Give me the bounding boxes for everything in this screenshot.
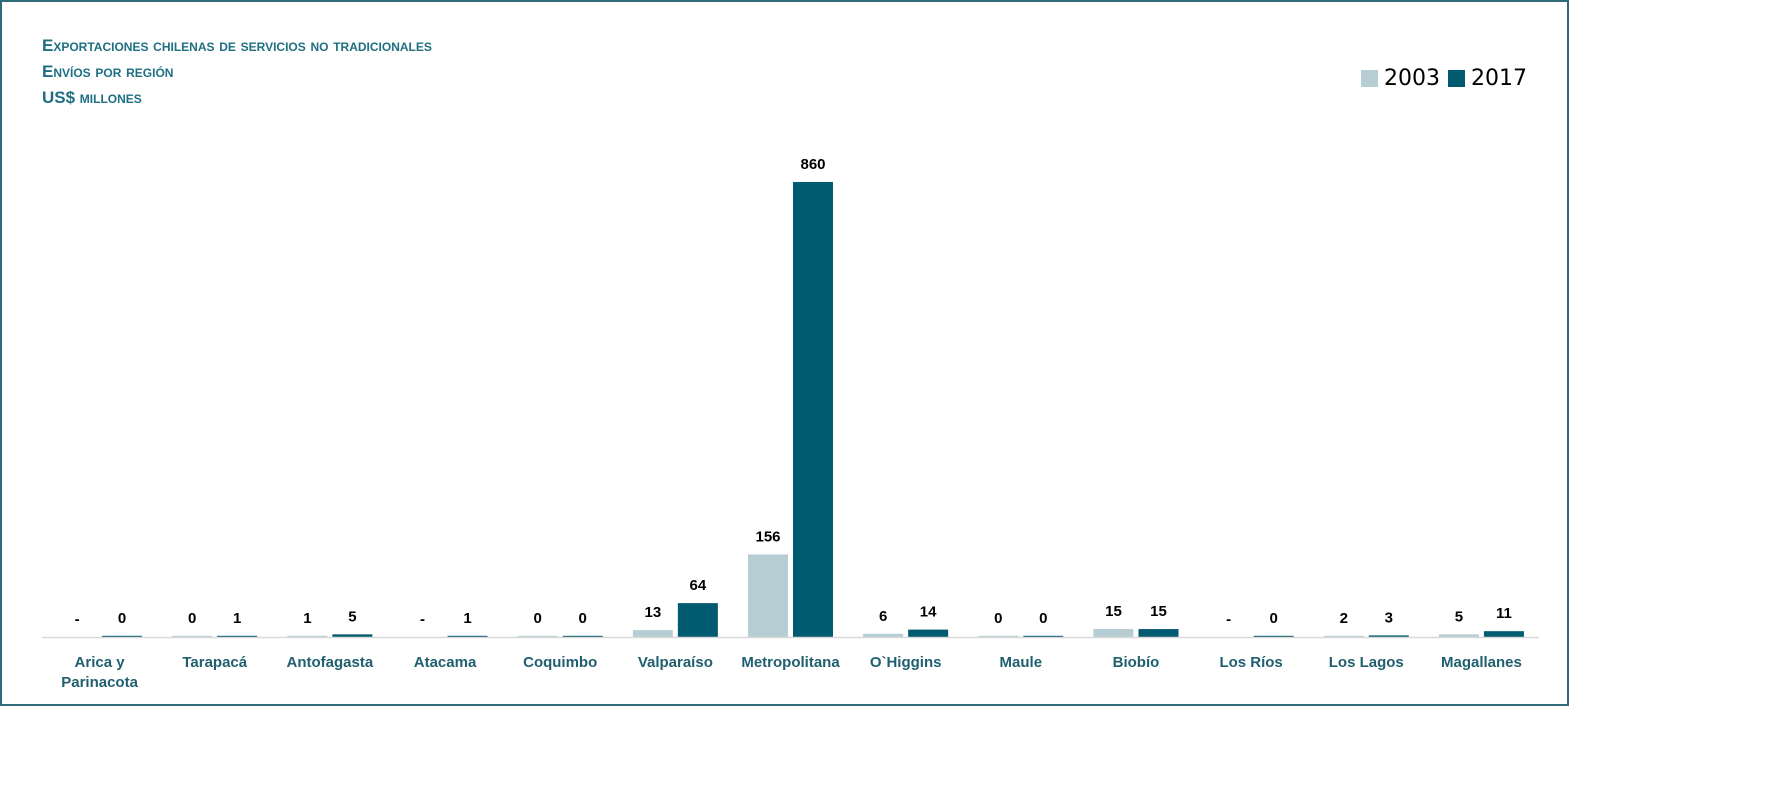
category-label-6: Metropolitana bbox=[741, 654, 840, 671]
bar-2017-3 bbox=[447, 635, 488, 637]
category-label-8: Maule bbox=[1000, 654, 1043, 671]
chart-frame: Exportaciones chilenas de servicios no t… bbox=[0, 0, 1569, 706]
bar-2003-5 bbox=[632, 630, 673, 637]
bar-2017-11 bbox=[1368, 635, 1409, 637]
category-label-7: O`Higgins bbox=[870, 654, 942, 671]
bar-2003-4 bbox=[517, 635, 558, 637]
category-label-9: Biobío bbox=[1113, 654, 1160, 671]
category-label-0: Parinacota bbox=[61, 674, 138, 691]
bar-2003-11 bbox=[1323, 635, 1364, 637]
value-label-2003-0: - bbox=[75, 611, 80, 628]
category-label-5: Valparaíso bbox=[638, 654, 713, 671]
value-label-2003-4: 0 bbox=[534, 610, 542, 627]
bar-2017-10 bbox=[1253, 635, 1294, 637]
value-label-2003-9: 15 bbox=[1105, 603, 1122, 620]
bar-2017-4 bbox=[562, 635, 603, 637]
value-label-2003-1: 0 bbox=[188, 610, 196, 627]
chart-subtitle: Envíos por región bbox=[42, 62, 174, 81]
bar-2017-8 bbox=[1023, 635, 1064, 637]
value-label-2003-6: 156 bbox=[755, 528, 780, 545]
bar-2017-7 bbox=[908, 629, 949, 637]
value-label-2003-5: 13 bbox=[645, 604, 662, 621]
value-label-2003-2: 1 bbox=[303, 610, 311, 627]
legend: 2003 2017 bbox=[1353, 66, 1527, 91]
value-label-2003-7: 6 bbox=[879, 608, 887, 625]
category-label-4: Coquimbo bbox=[523, 654, 597, 671]
legend-label-2017: 2017 bbox=[1471, 66, 1527, 91]
value-label-2017-10: 0 bbox=[1269, 610, 1277, 627]
bar-2003-8 bbox=[978, 635, 1019, 637]
value-label-2017-9: 15 bbox=[1150, 603, 1167, 620]
bar-2017-0 bbox=[102, 635, 143, 637]
value-label-2017-11: 3 bbox=[1385, 609, 1393, 626]
category-label-12: Magallanes bbox=[1441, 654, 1522, 671]
legend-swatch-2017 bbox=[1448, 70, 1465, 87]
legend-item-2003: 2003 bbox=[1361, 66, 1440, 91]
bar-2017-9 bbox=[1138, 629, 1179, 637]
bar-2017-6 bbox=[793, 182, 833, 637]
category-label-3: Atacama bbox=[414, 654, 477, 671]
bar-2017-1 bbox=[217, 635, 258, 637]
value-label-2017-1: 1 bbox=[233, 610, 241, 627]
legend-item-2017: 2017 bbox=[1448, 66, 1527, 91]
value-label-2017-8: 0 bbox=[1039, 610, 1047, 627]
value-label-2003-11: 2 bbox=[1340, 610, 1348, 627]
chart-titles: Exportaciones chilenas de servicios no t… bbox=[42, 33, 432, 111]
value-label-2017-2: 5 bbox=[348, 608, 356, 625]
bar-2017-12 bbox=[1483, 631, 1524, 637]
bar-2017-5 bbox=[677, 603, 718, 637]
bar-2003-2 bbox=[287, 635, 328, 637]
legend-swatch-2003 bbox=[1361, 70, 1378, 87]
bar-2017-2 bbox=[332, 634, 373, 637]
category-label-2: Antofagasta bbox=[287, 654, 374, 671]
value-label-2017-5: 64 bbox=[690, 577, 707, 594]
bar-2003-6 bbox=[748, 554, 788, 637]
value-label-2017-12: 11 bbox=[1496, 605, 1512, 622]
value-label-2017-7: 14 bbox=[920, 604, 937, 621]
value-label-2003-12: 5 bbox=[1455, 608, 1463, 625]
value-label-2017-4: 0 bbox=[579, 610, 587, 627]
chart-title: Exportaciones chilenas de servicios no t… bbox=[42, 36, 432, 55]
category-label-11: Los Lagos bbox=[1329, 654, 1404, 671]
value-label-2003-10: - bbox=[1226, 611, 1231, 628]
value-label-2003-8: 0 bbox=[994, 610, 1002, 627]
category-label-1: Tarapacá bbox=[182, 654, 247, 671]
value-label-2017-0: 0 bbox=[118, 610, 126, 627]
category-label-10: Los Ríos bbox=[1219, 654, 1282, 671]
bar-2003-12 bbox=[1438, 634, 1479, 637]
value-label-2017-3: 1 bbox=[463, 610, 471, 627]
category-label-0: Arica y bbox=[75, 654, 126, 671]
value-label-2003-3: - bbox=[420, 611, 425, 628]
chart-units: US$ millones bbox=[42, 88, 142, 107]
value-label-2017-6: 860 bbox=[800, 156, 825, 173]
legend-label-2003: 2003 bbox=[1384, 66, 1440, 91]
bar-2003-7 bbox=[863, 633, 904, 637]
bar-2003-1 bbox=[172, 635, 213, 637]
bar-2003-9 bbox=[1093, 629, 1134, 637]
